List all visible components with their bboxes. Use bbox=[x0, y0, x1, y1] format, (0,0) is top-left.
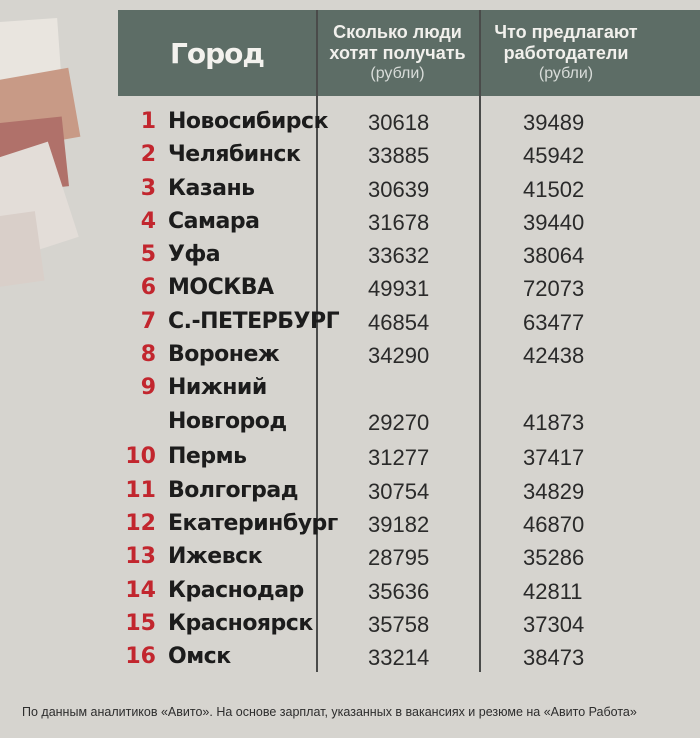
want-value: 49931 bbox=[368, 276, 430, 302]
table-row: 6 МОСКВА 49931 72073 bbox=[118, 272, 700, 305]
city-name: Красноярск bbox=[168, 610, 313, 636]
city-name: Самара bbox=[168, 208, 260, 234]
rank: 5 bbox=[140, 242, 156, 268]
rank: 2 bbox=[140, 142, 156, 168]
want-value: 30618 bbox=[368, 110, 430, 135]
city-name: Новосибирск bbox=[168, 109, 329, 134]
rank: 8 bbox=[140, 342, 156, 368]
city-name: МОСКВА bbox=[168, 275, 274, 301]
column-divider-1 bbox=[316, 10, 318, 672]
offer-value: 45942 bbox=[523, 143, 585, 169]
table-row: 11 Волгоград 30754 34829 bbox=[118, 475, 700, 508]
header-offer-line2: работодатели bbox=[503, 43, 629, 63]
rank: 7 bbox=[140, 308, 156, 334]
offer-value: 38064 bbox=[523, 243, 585, 269]
city-name: Ижевск bbox=[168, 544, 263, 570]
offer-value: 41502 bbox=[523, 176, 585, 202]
table-row: 15 Красноярск 35758 37304 bbox=[118, 608, 700, 641]
offer-value: 39489 bbox=[523, 110, 585, 135]
offer-value: 42438 bbox=[523, 343, 585, 369]
offer-value: 37304 bbox=[523, 611, 585, 637]
offer-value: 35286 bbox=[523, 545, 585, 571]
rank: 4 bbox=[140, 208, 156, 234]
city-name: Воронеж bbox=[168, 342, 280, 368]
table-body: 1 Новосибирск 30618 39489 2 Челябинск 33… bbox=[118, 106, 700, 674]
table-row: 9 Нижний Новгород 29270 41873 bbox=[118, 372, 700, 441]
want-value: 33632 bbox=[368, 243, 430, 269]
city-name-line2: Новгород bbox=[168, 409, 287, 435]
offer-value: 42811 bbox=[523, 578, 583, 604]
want-value: 31678 bbox=[368, 209, 430, 235]
want-value: 31277 bbox=[368, 445, 430, 471]
table-row: 3 Казань 30639 41502 bbox=[118, 173, 700, 206]
city-name: Нижний bbox=[168, 375, 267, 401]
table-row: 10 Пермь 31277 37417 bbox=[118, 441, 700, 474]
offer-value: 37417 bbox=[523, 445, 585, 471]
want-value: 35636 bbox=[368, 578, 430, 604]
rank: 14 bbox=[125, 577, 156, 603]
table-row: 5 Уфа 33632 38064 bbox=[118, 239, 700, 272]
header-offer-line1: Что предлагают bbox=[494, 22, 638, 42]
city-name: Пермь bbox=[168, 444, 247, 470]
rank: 3 bbox=[140, 175, 156, 201]
want-value: 46854 bbox=[368, 309, 430, 335]
table-row: 12 Екатеринбург 39182 46870 bbox=[118, 508, 700, 541]
header-offer-unit: (рубли) bbox=[538, 65, 594, 82]
table-header: Город Сколько люди хотят получать (рубли… bbox=[118, 10, 700, 96]
want-value: 34290 bbox=[368, 343, 430, 369]
header-city-label: Город bbox=[170, 36, 265, 70]
city-name: Краснодар bbox=[168, 577, 304, 603]
header-want-unit: (рубли) bbox=[370, 65, 425, 82]
rank: 15 bbox=[125, 610, 156, 636]
rank: 13 bbox=[125, 544, 156, 570]
banknotes-photo bbox=[0, 18, 81, 289]
table-row: 2 Челябинск 33885 45942 bbox=[118, 139, 700, 172]
city-name: Казань bbox=[168, 175, 255, 201]
city-name: С.-ПЕТЕРБУРГ bbox=[168, 308, 340, 334]
city-name: Волгоград bbox=[168, 477, 298, 503]
city-name: Уфа bbox=[168, 242, 221, 268]
source-footnote: По данным аналитиков «Авито». На основе … bbox=[22, 705, 637, 719]
offer-value: 63477 bbox=[523, 309, 585, 335]
city-name: Екатеринбург bbox=[168, 510, 338, 536]
want-value: 28795 bbox=[368, 545, 430, 571]
want-value: 33885 bbox=[368, 143, 430, 169]
salary-table: Город Сколько люди хотят получать (рубли… bbox=[118, 10, 700, 700]
rank: 10 bbox=[125, 444, 156, 470]
table-row: 7 С.-ПЕТЕРБУРГ 46854 63477 bbox=[118, 306, 700, 339]
city-name: Челябинск bbox=[168, 142, 301, 168]
table-row: 8 Воронеж 34290 42438 bbox=[118, 339, 700, 372]
rank: 11 bbox=[125, 477, 156, 503]
header-offer: Что предлагают работодатели (рубли) bbox=[481, 10, 651, 96]
table-row: 13 Ижевск 28795 35286 bbox=[118, 541, 700, 574]
header-city: Город bbox=[118, 10, 316, 96]
offer-value: 41873 bbox=[523, 410, 585, 436]
want-value: 39182 bbox=[368, 511, 430, 537]
want-value: 35758 bbox=[368, 611, 430, 637]
offer-value: 38473 bbox=[523, 645, 585, 671]
want-value: 30639 bbox=[368, 176, 430, 202]
table-row: 4 Самара 31678 39440 bbox=[118, 206, 700, 239]
table-row: 14 Краснодар 35636 42811 bbox=[118, 575, 700, 608]
header-want: Сколько люди хотят получать (рубли) bbox=[316, 10, 479, 96]
table-row: 1 Новосибирск 30618 39489 bbox=[118, 106, 700, 139]
offer-value: 39440 bbox=[523, 209, 585, 235]
header-want-line2: хотят получать bbox=[329, 43, 466, 63]
header-want-line1: Сколько люди bbox=[333, 22, 462, 42]
rank: 9 bbox=[140, 375, 156, 401]
want-value: 33214 bbox=[368, 645, 430, 671]
rank: 6 bbox=[140, 275, 156, 301]
offer-value: 34829 bbox=[523, 478, 585, 504]
city-name: Омск bbox=[168, 644, 231, 670]
rank: 12 bbox=[125, 510, 156, 536]
want-value: 30754 bbox=[368, 478, 430, 504]
offer-value: 46870 bbox=[523, 511, 585, 537]
rank: 1 bbox=[140, 109, 156, 134]
rank: 16 bbox=[125, 644, 156, 670]
column-divider-2 bbox=[479, 10, 481, 672]
want-value: 29270 bbox=[368, 410, 430, 436]
offer-value: 72073 bbox=[523, 276, 585, 302]
table-row: 16 Омск 33214 38473 bbox=[118, 641, 700, 674]
